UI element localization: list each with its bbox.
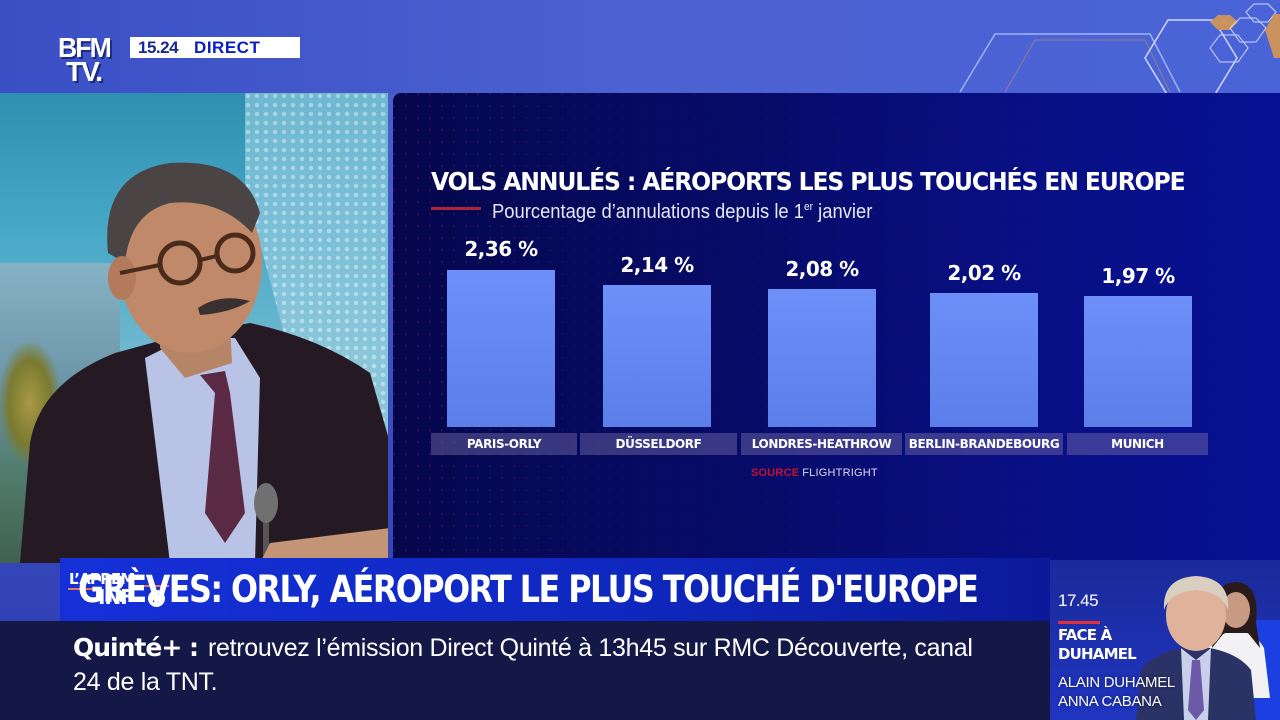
studio-video: [0, 93, 388, 563]
subtitle-superscript: er: [804, 201, 814, 213]
show-logo-rule-left: [68, 588, 96, 590]
ticker-message: Quinté+ : retrouvez l’émission Direct Qui…: [73, 631, 973, 699]
bar-value-londres-heathrow: 2,08 %: [785, 257, 859, 281]
current-time: 15.24: [138, 37, 179, 57]
category-label-paris-orly: PARIS-ORLY: [431, 433, 577, 455]
bar-value-berlin-brandebourg: 2,02 %: [947, 261, 1021, 285]
subtitle-suffix: janvier: [813, 201, 873, 223]
next-show-promo: 17.45 FACE À DUHAMEL ALAIN DUHAMEL ANNA …: [1050, 560, 1280, 720]
ticker-body: retrouvez l’émission Direct Quinté à 13h…: [73, 634, 973, 696]
bar-munich: [1084, 296, 1192, 427]
headline-banner: L’APREM INF )) GRÈVES: ORLY, AÉROPORT LE…: [60, 558, 1050, 621]
show-logo-top: L’APREM: [69, 570, 135, 588]
headline-text: GRÈVES: ORLY, AÉROPORT LE PLUS TOUCHÉ D'…: [78, 568, 979, 611]
promo-host-2: ANNA CABANA: [1058, 693, 1162, 710]
bar-value-munich: 1,97 %: [1101, 264, 1175, 288]
presenter-man-icon: [1136, 576, 1256, 720]
ticker-key: Quinté+ :: [73, 633, 199, 662]
category-label-berlin-brandebourg: BERLIN-BRANDEBOURG: [905, 433, 1063, 455]
category-label-dusseldorf: DÜSSELDORF: [580, 433, 737, 455]
bar-dusseldorf: [603, 285, 711, 427]
news-ticker: Quinté+ : retrouvez l’émission Direct Qui…: [0, 621, 1050, 720]
promo-show-title: FACE À DUHAMEL: [1058, 626, 1137, 663]
promo-host-1: ALAIN DUHAMEL: [1058, 674, 1175, 691]
show-logo-bottom: INF: [98, 585, 134, 609]
category-label-munich: MUNICH: [1067, 433, 1208, 455]
promo-hosts: ALAIN DUHAMEL ANNA CABANA: [1058, 673, 1198, 711]
chart-source: SOURCE FLIGHTRIGHT: [751, 467, 878, 479]
title-accent-rule: [431, 207, 481, 210]
live-label: DIRECT: [194, 37, 261, 57]
bar-berlin-brandebourg: [930, 293, 1038, 427]
chart-title: VOLS ANNULÉS : AÉROPORTS LES PLUS TOUCHÉ…: [431, 167, 1186, 196]
guest-person-icon: [20, 162, 388, 563]
live-indicator: 15.24 DIRECT: [130, 37, 300, 58]
hexagon-decoration-icon: [959, 3, 1280, 95]
bar-paris-orly: [447, 270, 555, 427]
bar-londres-heathrow: [768, 289, 876, 427]
source-key: SOURCE: [751, 467, 800, 479]
logo-line1: BFM: [58, 32, 112, 63]
bar-value-dusseldorf: 2,14 %: [620, 253, 694, 277]
sound-wave-icon: )): [148, 590, 165, 607]
promo-time: 17.45: [1058, 591, 1099, 610]
promo-rule: [1058, 621, 1100, 624]
chart-subtitle: Pourcentage d’annulations depuis le 1er …: [492, 201, 872, 224]
chart-panel: VOLS ANNULÉS : AÉROPORTS LES PLUS TOUCHÉ…: [393, 93, 1280, 563]
category-label-londres-heathrow: LONDRES-HEATHROW: [741, 433, 902, 455]
logo-line2: TV.: [66, 56, 103, 87]
subtitle-text: Pourcentage d’annulations depuis le 1: [492, 201, 805, 223]
bar-value-paris-orly: 2,36 %: [464, 237, 538, 261]
source-value: FLIGHTRIGHT: [802, 467, 878, 479]
bfmtv-logo: BFM TV.: [58, 32, 126, 92]
show-logo-rule-right: [143, 585, 169, 587]
